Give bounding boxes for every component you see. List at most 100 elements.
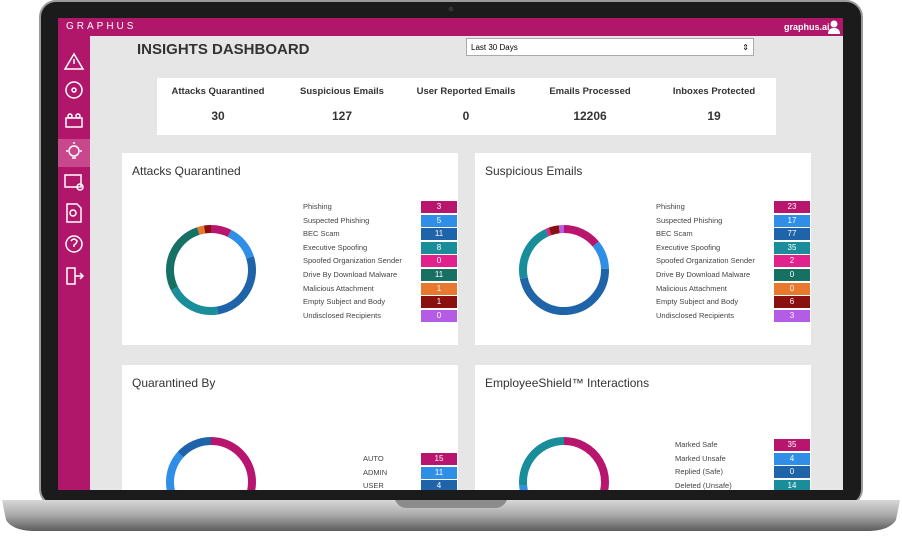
donut-segment (519, 485, 528, 490)
stat-label: Attacks Quarantined (171, 86, 265, 97)
select-arrow: ⇕ (742, 43, 749, 52)
value-box: 0 (774, 282, 810, 295)
value-box: 17 (774, 214, 810, 227)
donut-segment (545, 227, 552, 237)
value-box: 23 (774, 201, 810, 213)
legend-label: Replied (Safe) (675, 467, 723, 477)
donut-segment (197, 225, 206, 235)
value-box: 15 (421, 453, 457, 465)
legend-label: Marked Unsafe (675, 453, 726, 463)
donut-segment (210, 225, 232, 238)
legend-label: Malicious Attachment (303, 283, 374, 293)
legend-label: Undisclosed Recipients (303, 310, 381, 320)
sidebar-icons (58, 52, 90, 285)
legend-label: USER (363, 481, 384, 490)
help-icon[interactable] (65, 235, 83, 253)
stats-card: Attacks Quarantined 30 Suspicious Emails 12… (157, 78, 776, 135)
chart-card: Attacks Quarantined Phishing 3 Suspected Ph… (122, 153, 458, 345)
user-icon[interactable] (828, 20, 840, 34)
donut-segment (166, 451, 184, 490)
stat-value: 127 (331, 109, 353, 123)
stat: Emails Processed 12206 (528, 86, 652, 123)
value-box: 35 (774, 241, 810, 254)
stat-value: 19 (707, 109, 721, 123)
value-box: 77 (774, 228, 810, 241)
stat-label: Inboxes Protected (672, 86, 756, 97)
screen: GRAPHUS graphus.ai INSIGHTS DASHBOARD La… (58, 18, 843, 490)
logo: GRAPHUS (66, 21, 137, 32)
group-icon[interactable] (65, 113, 83, 128)
stat-value: 12206 (573, 109, 607, 123)
value-box: 0 (774, 466, 810, 479)
biohazard-icon[interactable] (65, 81, 83, 99)
value-box: 35 (774, 439, 810, 451)
donut-segment (177, 437, 212, 458)
donut-segment (216, 256, 256, 315)
legend-label: Suspected Phishing (656, 215, 723, 225)
card-title: Quarantined By (132, 376, 216, 390)
value-box: 0 (421, 255, 457, 268)
legend-label: BEC Scam (303, 229, 340, 239)
value-box: 11 (421, 466, 457, 479)
donut-chart (519, 225, 609, 315)
logout-icon[interactable] (66, 267, 85, 285)
legend-label: Executive Spoofing (303, 242, 368, 252)
top-bar: GRAPHUS graphus.ai (58, 18, 843, 36)
donut-segment (170, 286, 219, 315)
value-box: 11 (421, 269, 457, 281)
sidebar (58, 36, 90, 490)
stat: Inboxes Protected 19 (652, 86, 776, 123)
legend-label: Marked Safe (675, 440, 718, 449)
report-icon[interactable] (64, 174, 84, 191)
donut-segment (519, 228, 549, 280)
legend-label: Drive By Download Malware (303, 270, 398, 279)
stat-label: Emails Processed (549, 86, 631, 97)
legend-label: Suspected Phishing (303, 215, 370, 225)
site-name: graphus.ai (784, 22, 830, 32)
legend-label: Malicious Attachment (656, 283, 727, 293)
search-icon[interactable] (66, 203, 82, 223)
stat-value: 0 (462, 109, 470, 123)
alert-icon[interactable] (63, 52, 85, 70)
stat: Attacks Quarantined 30 (156, 86, 280, 123)
donut-segment (519, 268, 609, 315)
card-title: Attacks Quarantined (132, 164, 241, 178)
donut-segment (563, 437, 609, 490)
chart-card: EmployeeShield™ Interactions Marked Safe 3… (475, 365, 811, 490)
legend-label: Empty Subject and Body (303, 297, 386, 307)
legend-label: Phishing (656, 202, 685, 211)
donut-segment (203, 225, 212, 234)
value-box: 8 (421, 241, 457, 254)
donut-segment (227, 229, 254, 259)
value-box: 5 (421, 214, 457, 227)
value-box: 4 (421, 480, 457, 490)
value-box: 1 (421, 296, 457, 309)
donut-segment (548, 225, 560, 236)
donut-chart (166, 437, 256, 490)
donut-chart (166, 225, 256, 315)
donut-segment (592, 241, 609, 270)
insights-icon[interactable] (66, 142, 82, 159)
legend-label: Spoofed Organization Sender (303, 256, 402, 266)
value-box: 14 (774, 479, 810, 490)
value-box: 4 (774, 452, 810, 465)
legend-label: Undisclosed Recipients (656, 310, 734, 320)
donut-segment (519, 437, 565, 486)
card-title: EmployeeShield™ Interactions (485, 376, 650, 390)
stat-label: User Reported Emails (416, 86, 516, 97)
page-title: INSIGHTS DASHBOARD (137, 41, 310, 58)
value-box: 2 (774, 255, 810, 268)
legend-label: Drive By Download Malware (656, 270, 751, 279)
date-range-select[interactable]: Last 30 Days ⇕ (466, 38, 754, 56)
value-box: 0 (421, 309, 457, 322)
donut-segment (210, 437, 256, 490)
legend-label: Spoofed Organization Sender (656, 256, 755, 266)
legend-label: Executive Spoofing (656, 242, 721, 252)
value-box: 1 (421, 282, 457, 295)
value-box: 6 (774, 296, 810, 309)
legend-label: Empty Subject and Body (656, 297, 739, 307)
legend-label: AUTO (363, 454, 384, 463)
donut-segment (166, 227, 200, 291)
stat: User Reported Emails 0 (404, 86, 528, 123)
value-box: 3 (421, 201, 457, 213)
